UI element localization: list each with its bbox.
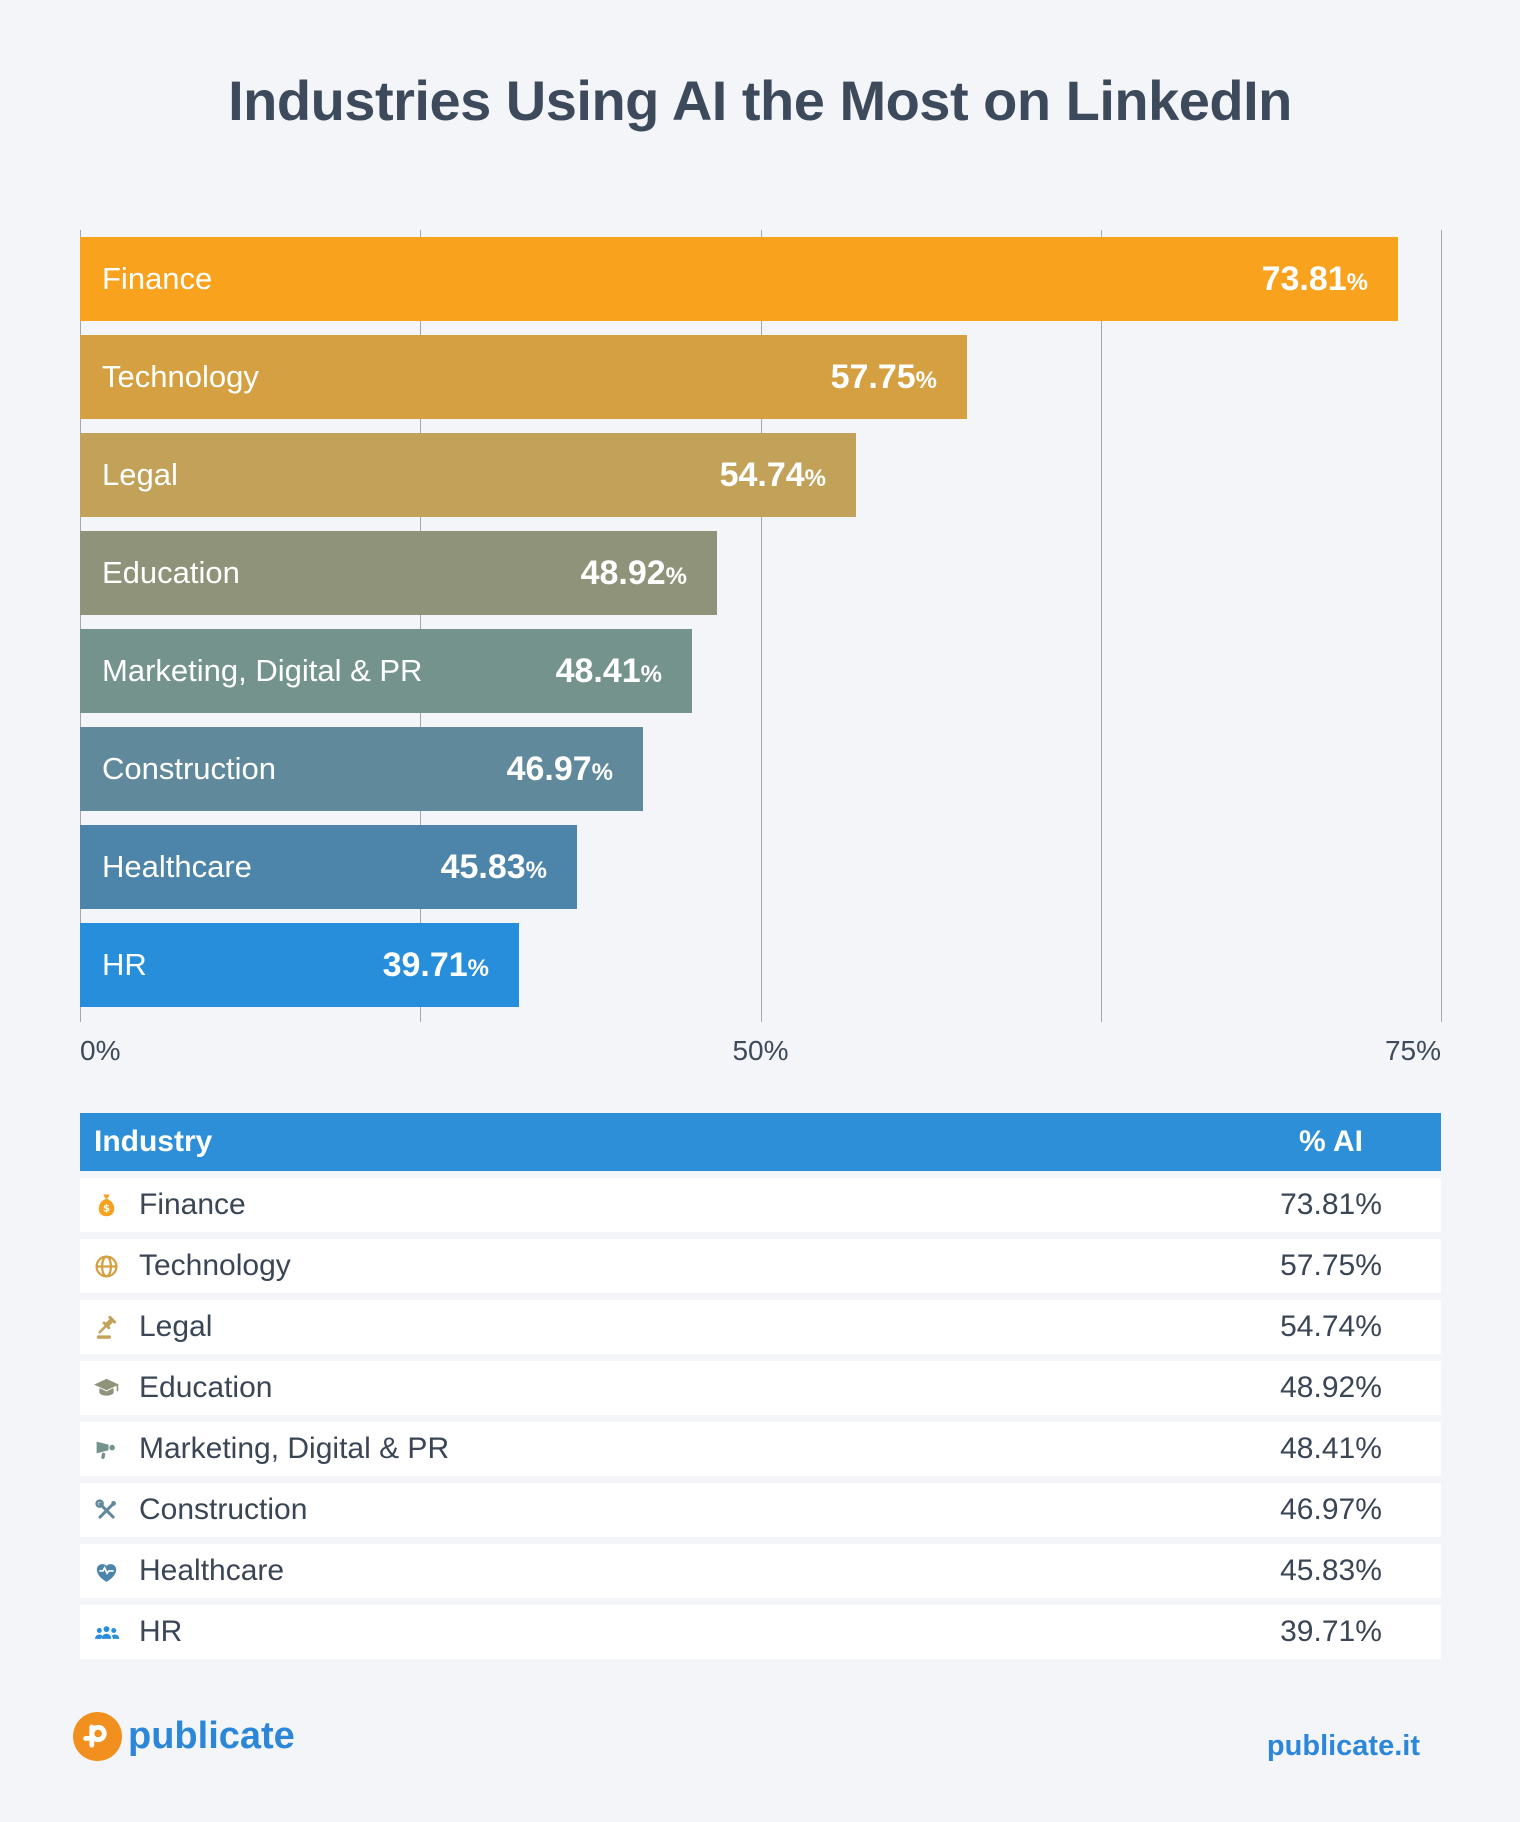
publicate-logo-icon xyxy=(73,1712,122,1761)
bar-value-suffix: % xyxy=(804,464,826,492)
bar-value-suffix: % xyxy=(467,954,489,982)
table-cell-industry: Finance xyxy=(139,1188,246,1221)
bar-value-suffix: % xyxy=(1346,268,1368,296)
table-row: Construction 46.97% xyxy=(80,1483,1441,1537)
table-cell-industry: Construction xyxy=(139,1493,308,1526)
table-cell-industry: Marketing, Digital & PR xyxy=(139,1432,450,1465)
bar-value-label: 54.74% xyxy=(719,455,826,494)
svg-text:$: $ xyxy=(103,1203,110,1214)
bar-value-label: 48.92% xyxy=(580,553,687,592)
bar-value-label: 57.75% xyxy=(830,357,937,396)
bar-marketing-digital-pr: Marketing, Digital & PR 48.41% xyxy=(80,629,692,713)
people-icon xyxy=(93,1619,120,1646)
table-cell-industry: Education xyxy=(139,1371,273,1404)
bar-technology: Technology 57.75% xyxy=(80,335,967,419)
table-row: Healthcare 45.83% xyxy=(80,1544,1441,1598)
bar-value-label: 48.41% xyxy=(555,651,662,690)
heart-pulse-icon xyxy=(93,1558,120,1585)
bar-construction: Construction 46.97% xyxy=(80,727,643,811)
publicate-logo: publicate xyxy=(73,1712,295,1761)
bar-category-label: Healthcare xyxy=(102,849,252,884)
globe-icon xyxy=(93,1253,120,1280)
table-cell-industry: HR xyxy=(139,1615,183,1648)
x-axis: 0% 50% 75% xyxy=(80,1035,1441,1066)
bar-value-suffix: % xyxy=(640,660,662,688)
table-cell-industry: Technology xyxy=(139,1249,291,1282)
bar-category-label: Marketing, Digital & PR xyxy=(102,653,423,688)
gavel-icon xyxy=(93,1314,120,1341)
table-header-row: Industry % AI xyxy=(80,1113,1441,1171)
table-cell-percent-ai: 54.74% xyxy=(1280,1310,1382,1343)
x-axis-tick-label: 0% xyxy=(80,1035,121,1066)
table-cell-industry: Healthcare xyxy=(139,1554,285,1587)
bar-category-label: HR xyxy=(102,947,147,982)
bar-value-label: 73.81% xyxy=(1261,259,1368,298)
tools-icon xyxy=(93,1497,120,1524)
table-cell-percent-ai: 45.83% xyxy=(1280,1554,1382,1587)
table-row: Education 48.92% xyxy=(80,1361,1441,1415)
table-row: HR 39.71% xyxy=(80,1605,1441,1659)
bar-category-label: Finance xyxy=(102,261,213,296)
bar-category-label: Technology xyxy=(102,359,259,394)
bar-hr: HR 39.71% xyxy=(80,923,519,1007)
bar-value-suffix: % xyxy=(591,758,613,786)
gridline xyxy=(420,230,422,1022)
bar-value-suffix: % xyxy=(915,366,937,394)
table-row: Marketing, Digital & PR 48.41% xyxy=(80,1422,1441,1476)
gridline xyxy=(80,230,81,1022)
table-cell-percent-ai: 48.92% xyxy=(1280,1371,1382,1404)
table-cell-percent-ai: 57.75% xyxy=(1280,1249,1382,1282)
megaphone-icon xyxy=(93,1436,120,1463)
table-cell-percent-ai: 39.71% xyxy=(1280,1615,1382,1648)
bar-category-label: Legal xyxy=(102,457,178,492)
table-cell-industry: Legal xyxy=(139,1310,213,1343)
bar-value-label: 45.83% xyxy=(440,847,547,886)
publicate-wordmark: publicate xyxy=(128,1715,295,1757)
table-header-percent-ai: % AI xyxy=(1299,1125,1363,1158)
bar-value-suffix: % xyxy=(665,562,687,590)
table-row: $ Finance 73.81% xyxy=(80,1178,1441,1232)
data-table: Industry % AI $ Finance 73.81% Technology 57… xyxy=(80,1113,1441,1659)
bar-value-suffix: % xyxy=(525,856,547,884)
bar-category-label: Construction xyxy=(102,751,277,786)
bar-category-label: Education xyxy=(102,555,240,590)
table-header-industry: Industry xyxy=(94,1125,213,1158)
bar-healthcare: Healthcare 45.83% xyxy=(80,825,577,909)
gridline xyxy=(760,230,762,1022)
table-row: Technology 57.75% xyxy=(80,1239,1441,1293)
gridline xyxy=(1100,230,1102,1022)
bar-legal: Legal 54.74% xyxy=(80,433,856,517)
bar-education: Education 48.92% xyxy=(80,531,717,615)
bar-value-label: 46.97% xyxy=(506,749,613,788)
table-row: Legal 54.74% xyxy=(80,1300,1441,1354)
grad-cap-icon xyxy=(93,1375,120,1402)
bar-value-label: 39.71% xyxy=(382,945,489,984)
table-cell-percent-ai: 48.41% xyxy=(1280,1432,1382,1465)
publicate-site-link[interactable]: publicate.it xyxy=(1266,1730,1420,1762)
x-axis-tick-label: 75% xyxy=(1384,1035,1441,1066)
page-title: Industries Using AI the Most on LinkedIn xyxy=(228,69,1292,132)
table-cell-percent-ai: 73.81% xyxy=(1280,1188,1382,1221)
bar-finance: Finance 73.81% xyxy=(80,237,1398,321)
gridline xyxy=(1441,230,1442,1022)
bar-chart: Finance 73.81% Technology 57.75% Legal 54.74%… xyxy=(80,230,1442,1070)
x-axis-tick-label: 50% xyxy=(732,1035,789,1066)
money-bag-icon: $ xyxy=(93,1192,120,1219)
table-cell-percent-ai: 46.97% xyxy=(1280,1493,1382,1526)
